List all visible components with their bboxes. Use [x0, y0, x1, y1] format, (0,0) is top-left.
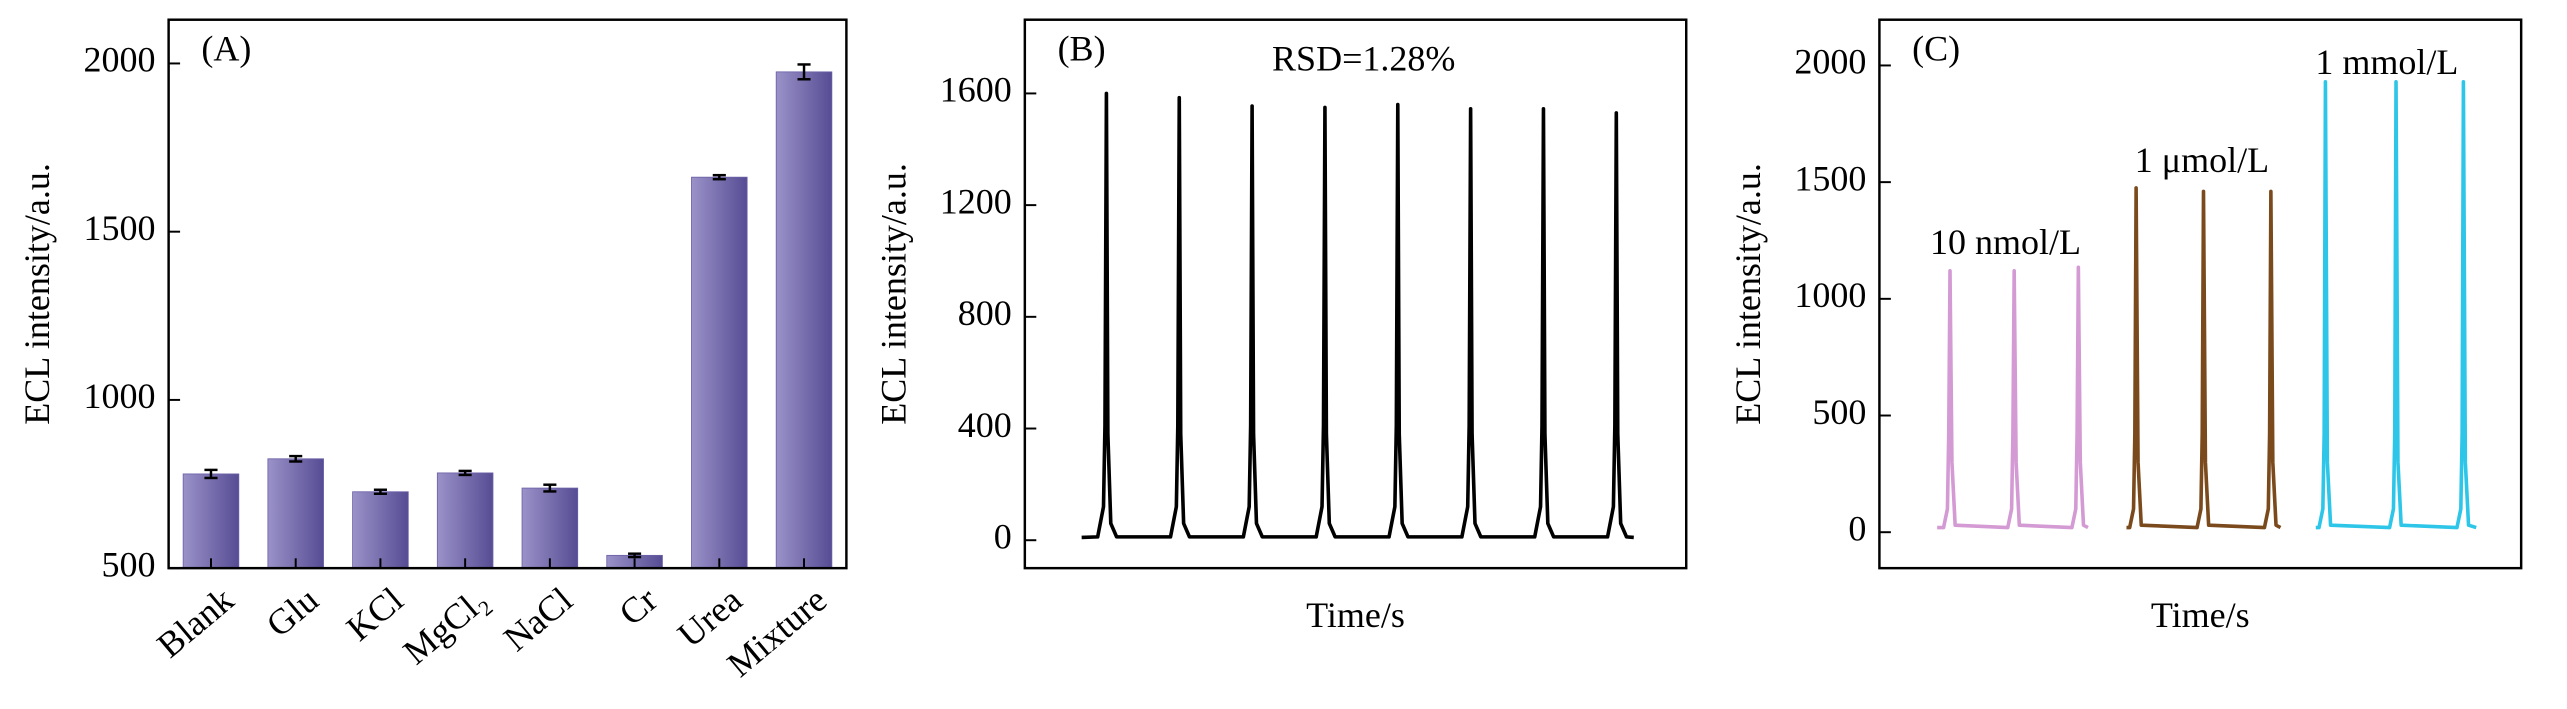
- y-tick-label: 2000: [84, 40, 156, 80]
- bar: [521, 487, 579, 569]
- error-bar: [543, 483, 557, 493]
- error-bar: [289, 454, 303, 463]
- x-axis-label: Time/s: [1306, 595, 1405, 635]
- y-tick-label: 400: [958, 405, 1012, 445]
- y-tick-label: 500: [1812, 392, 1866, 432]
- error-bar: [797, 63, 811, 81]
- error-bar: [712, 173, 726, 181]
- line-series: [1081, 91, 1634, 540]
- y-axis-label: ECL intensity/a.u.: [873, 163, 913, 425]
- series-label: 10 nmol/L: [1930, 222, 2081, 262]
- y-axis-label: ECL intensity/a.u.: [17, 163, 57, 425]
- y-tick-label: 2000: [1794, 42, 1866, 82]
- panel-label: (A): [201, 29, 251, 69]
- error-bar: [628, 552, 642, 559]
- y-tick-label: 0: [994, 516, 1012, 556]
- bar: [436, 472, 494, 569]
- line-series: [1937, 265, 2089, 530]
- x-axis-label: Time/s: [2151, 595, 2250, 635]
- bar: [182, 473, 240, 569]
- bar: [691, 176, 748, 569]
- error-bar: [204, 468, 218, 480]
- panel-label: (B): [1058, 29, 1106, 69]
- y-tick-label: 1600: [940, 70, 1012, 110]
- y-tick-label: 500: [102, 544, 156, 584]
- bar: [352, 491, 409, 569]
- plot-frame: [1878, 18, 2523, 570]
- y-axis-label: ECL intensity/a.u.: [1728, 163, 1768, 425]
- x-tick-label: Cr: [611, 579, 664, 633]
- x-tick-label: Blank: [149, 579, 241, 665]
- y-tick-label: 1000: [84, 376, 156, 416]
- line-series: [2315, 79, 2477, 530]
- y-tick-label: 0: [1848, 508, 1866, 548]
- panel-label: (C): [1912, 29, 1960, 69]
- annotation: RSD=1.28%: [1272, 39, 1455, 79]
- y-tick-label: 1500: [1794, 158, 1866, 198]
- bar: [267, 458, 324, 569]
- error-bar: [373, 488, 387, 496]
- y-tick-label: 1200: [940, 181, 1012, 221]
- plot-frame: [167, 18, 848, 570]
- series-label: 1 μmol/L: [2135, 140, 2269, 180]
- y-tick-label: 800: [958, 293, 1012, 333]
- error-bar: [458, 469, 472, 477]
- y-tick-label: 1500: [84, 208, 156, 248]
- x-tick-label: Glu: [259, 579, 326, 644]
- line-series: [2126, 186, 2282, 530]
- x-tick-label: NaCl: [496, 579, 580, 658]
- bar: [775, 71, 833, 569]
- y-tick-label: 1000: [1794, 275, 1866, 315]
- series-label: 1 mmol/L: [2315, 42, 2458, 82]
- x-tick-label: MgCl₂: [396, 579, 496, 672]
- plot-frame: [1023, 18, 1688, 570]
